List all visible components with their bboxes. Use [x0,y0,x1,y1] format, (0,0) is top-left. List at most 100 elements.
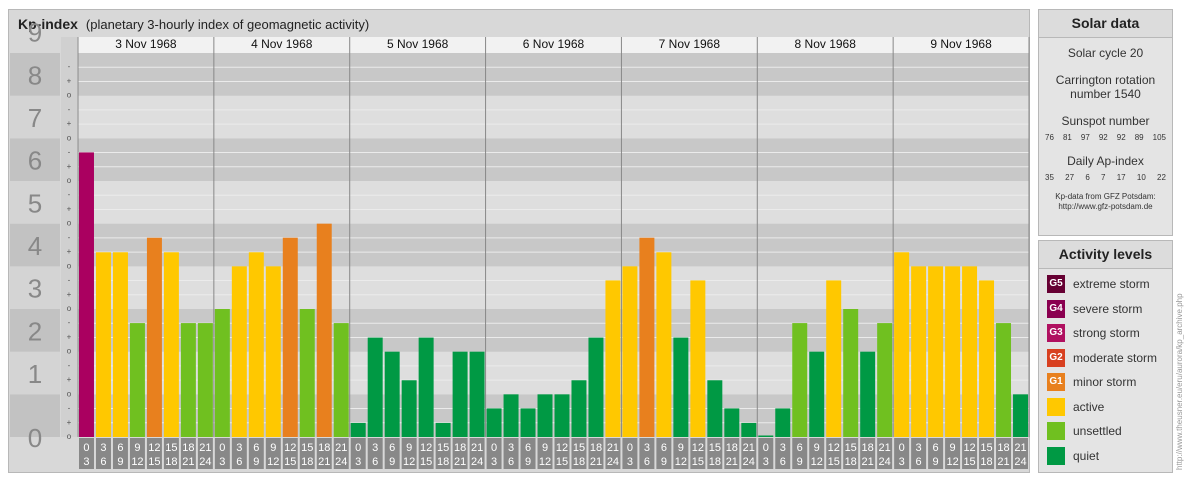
kp-bar-6-2 [928,266,944,437]
kp-band-7 [78,95,1029,139]
hour-label-end: 18 [573,456,585,468]
hour-cell [401,438,417,469]
kp-bar-6-5 [979,280,995,437]
hour-label-start: 21 [199,442,211,454]
kp-bar-0-3 [129,323,145,437]
level-label: moderate storm [1073,350,1158,365]
level-label: extreme storm [1073,277,1150,292]
hour-label-start: 15 [845,442,857,454]
hour-label-start: 0 [899,442,905,454]
hour-label-start: 21 [879,442,891,454]
hour-label-start: 18 [182,442,194,454]
minor-tick-glyph: + [67,119,72,128]
hour-cell [231,438,247,469]
hour-label-start: 9 [406,442,412,454]
y-tick-label: 4 [28,231,42,261]
ylabel-band-0 [10,394,60,437]
hour-label-start: 15 [437,442,449,454]
kp-band-6 [78,138,1029,181]
hour-label-start: 15 [709,442,721,454]
hour-label-end: 9 [525,456,531,468]
solar-data-title: Solar data [1039,10,1172,38]
sunspot-value-4: 92 [1116,133,1126,142]
minor-tick-column [61,37,77,437]
level-swatch: G3 [1047,324,1065,343]
minor-tick-glyph: o [67,219,72,228]
hour-cell [792,438,808,469]
ylabel-band-5 [10,181,60,224]
kp-bar-6-1 [911,266,927,437]
kp-bar-0-7 [197,323,213,437]
hour-cell [911,438,927,469]
activity-levels-title: Activity levels [1039,241,1172,269]
hour-label-end: 24 [879,456,891,468]
hour-label-start: 6 [661,442,667,454]
kp-bar-3-3 [537,394,553,437]
hour-label-end: 9 [253,456,259,468]
hour-label-start: 21 [607,442,619,454]
ap-values: 35 27 6 7 17 10 22 [1039,173,1172,182]
hour-cell [945,438,961,469]
hour-cell [809,438,825,469]
minor-tick-glyph: - [68,318,71,327]
hour-cell [724,438,740,469]
kp-bar-4-3 [673,337,689,437]
kp-bar-1-6 [316,223,332,437]
hour-label-start: 21 [1014,442,1026,454]
hour-label-end: 24 [199,456,211,468]
minor-tick-glyph: + [67,332,72,341]
minor-tick-glyph: o [67,261,72,270]
hour-cell [588,438,604,469]
kp-band-3 [78,266,1029,309]
hour-cell [622,438,638,469]
hour-label-start: 15 [301,442,313,454]
kp-bar-3-4 [554,394,570,437]
kp-bar-2-2 [384,351,400,437]
kp-bar-0-5 [163,252,179,437]
kp-bar-5-1 [775,408,791,437]
hour-label-start: 12 [828,442,840,454]
hour-label-end: 6 [236,456,242,468]
kp-bar-2-6 [452,351,468,437]
hour-label-start: 12 [284,442,296,454]
hour-label-start: 9 [950,442,956,454]
hour-label-start: 21 [335,442,347,454]
hour-cell [520,438,536,469]
activity-levels-panel: Activity levels G5 extreme storm G4 severe … [1038,240,1173,473]
hour-cell [214,438,230,469]
kp-band-5 [78,181,1029,224]
hour-label-start: 0 [763,442,769,454]
level-swatch [1047,397,1065,416]
hour-cell [79,438,94,469]
kp-bar-1-5 [299,309,315,437]
y-tick-label: 9 [28,18,42,48]
level-swatch: G4 [1047,299,1065,318]
day-label-1: 4 Nov 1968 [251,37,313,51]
solar-data-panel: Solar data Solar cycle 20 Carrington rot… [1038,9,1173,236]
hour-cell [860,438,876,469]
hour-label-start: 0 [491,442,497,454]
kp-bar-1-4 [282,237,298,437]
hour-cell [265,438,281,469]
kp-bar-3-5 [571,380,587,437]
hour-cell [486,438,502,469]
hour-label-start: 12 [963,442,975,454]
hour-label-end: 18 [709,456,721,468]
level-swatch [1047,422,1065,441]
hour-label-start: 6 [117,442,123,454]
minor-tick-glyph: + [67,375,72,384]
y-tick-label: 2 [28,316,42,346]
hour-label-start: 18 [997,442,1009,454]
hour-label-end: 21 [726,456,738,468]
hour-label-end: 24 [1014,456,1026,468]
kp-bar-6-0 [894,252,910,437]
day-label-2: 5 Nov 1968 [387,37,449,51]
y-tick-label: 8 [28,60,42,90]
ap-value-0: 35 [1045,173,1054,182]
minor-tick-glyph: + [67,290,72,299]
hour-label-start: 6 [797,442,803,454]
hour-label-end: 24 [607,456,619,468]
kp-bar-2-5 [435,422,451,437]
day-header-band [78,37,1029,53]
